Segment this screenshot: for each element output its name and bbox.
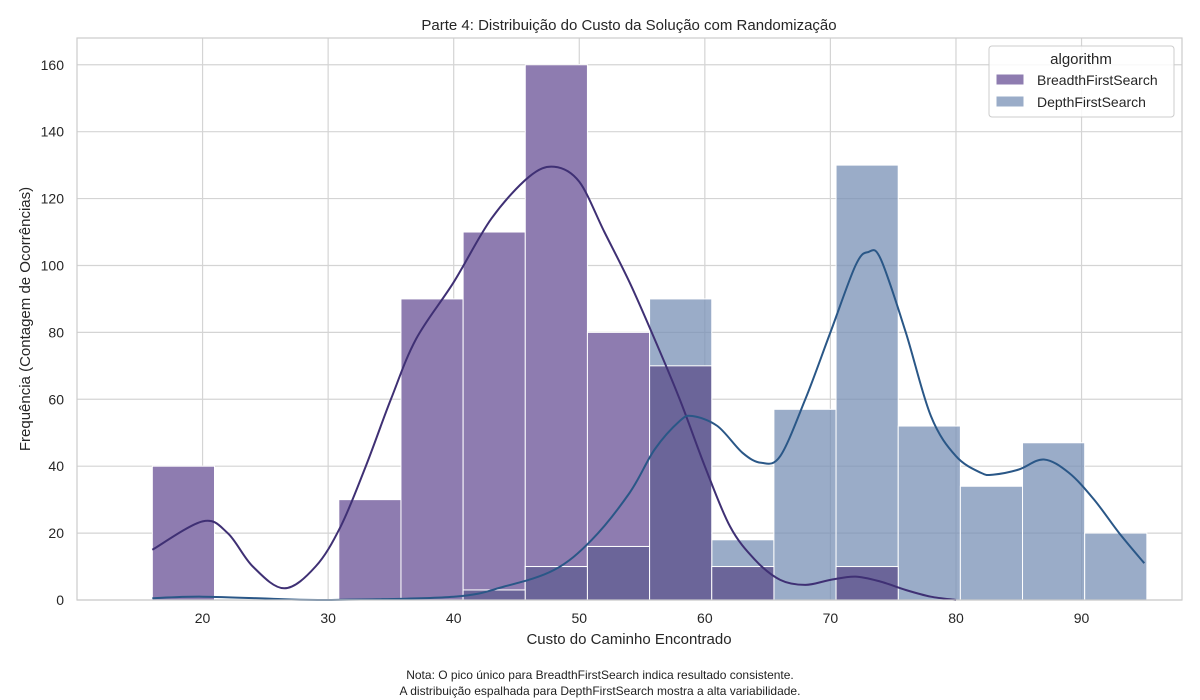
x-tick-label: 20 — [195, 610, 211, 626]
x-tick-label: 40 — [446, 610, 462, 626]
x-tick-labels: 20 30 40 50 60 70 80 90 — [195, 610, 1090, 626]
dfs-kde-line — [152, 249, 1146, 602]
histogram-chart: 20 30 40 50 60 70 80 90 0 20 40 60 80 100 120 140 160 P… — [17, 17, 1183, 648]
dfs-bar — [1084, 532, 1148, 601]
bfs-bar — [524, 64, 588, 601]
plot-frame — [76, 37, 1183, 601]
y-tick-label: 140 — [41, 124, 65, 140]
note-line-2: A distribuição espalhada para DepthFirst… — [399, 684, 801, 698]
dfs-bar — [959, 485, 1024, 601]
bfs-bar — [151, 465, 215, 601]
y-tick-label: 20 — [48, 525, 64, 541]
dfs-bar — [835, 164, 899, 601]
x-tick-label: 50 — [571, 610, 587, 626]
bfs-bar — [400, 298, 464, 601]
overlap-bar — [586, 545, 651, 601]
x-tick-label: 80 — [948, 610, 964, 626]
dfs-bar — [897, 425, 961, 601]
legend-title: algorithm — [1050, 51, 1112, 68]
overlap-bar — [711, 566, 775, 601]
bfs-bar — [338, 499, 402, 601]
y-tick-label: 100 — [41, 257, 65, 273]
x-axis-label: Custo do Caminho Encontrado — [526, 631, 731, 648]
legend-label-dfs: DepthFirstSearch — [1037, 94, 1146, 110]
y-tick-label: 60 — [48, 391, 64, 407]
y-tick-label: 80 — [48, 324, 64, 340]
y-axis-label: Frequência (Contagem de Ocorrências) — [17, 187, 34, 451]
x-tick-label: 60 — [697, 610, 713, 626]
dfs-bar — [1022, 442, 1086, 601]
x-tick-label: 90 — [1074, 610, 1090, 626]
overlap-bars — [462, 365, 899, 601]
dfs-bar — [773, 408, 837, 601]
legend-label-bfs: BreadthFirstSearch — [1037, 72, 1158, 88]
legend-swatch-bfs — [995, 73, 1025, 86]
note-line-1: Nota: O pico único para BreadthFirstSear… — [406, 668, 794, 682]
overlap-bar — [524, 566, 588, 601]
y-tick-label: 160 — [41, 57, 65, 73]
legend-swatch-dfs — [995, 95, 1025, 108]
legend: algorithm BreadthFirstSearch DepthFirstS… — [988, 45, 1175, 118]
bfs-bar — [462, 231, 526, 601]
bfs-kde-line — [151, 165, 957, 601]
y-tick-label: 120 — [41, 191, 65, 207]
x-tick-label: 30 — [320, 610, 336, 626]
overlap-bar — [649, 365, 713, 601]
y-tick-label: 0 — [56, 592, 64, 608]
legend-box — [988, 45, 1175, 118]
y-tick-label: 40 — [48, 458, 64, 474]
x-tick-label: 70 — [823, 610, 839, 626]
y-tick-labels: 0 20 40 60 80 100 120 140 160 — [41, 57, 65, 608]
chart-title: Parte 4: Distribuição do Custo da Soluçã… — [421, 17, 836, 34]
